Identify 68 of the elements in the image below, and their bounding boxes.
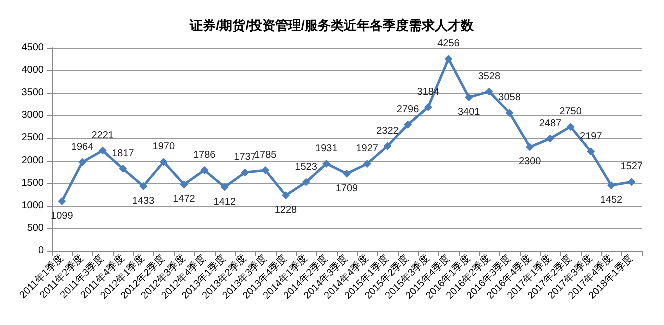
data-label: 3058 <box>498 92 522 104</box>
data-label: 1452 <box>600 195 624 206</box>
data-label: 2197 <box>580 131 603 142</box>
y-tick-label: 1000 <box>22 200 44 212</box>
point <box>78 158 87 166</box>
data-label: 1786 <box>193 150 216 161</box>
data-label: 2300 <box>518 156 542 168</box>
point <box>343 170 351 178</box>
data-label: 1433 <box>132 196 156 207</box>
y-tick-label: 1500 <box>22 178 44 189</box>
point <box>200 166 209 174</box>
data-label: 1523 <box>295 162 318 173</box>
point <box>444 55 453 64</box>
data-label: 1737 <box>234 152 257 164</box>
point <box>526 143 534 152</box>
data-label: 2487 <box>539 118 562 130</box>
data-label: 1970 <box>152 142 176 153</box>
point <box>180 180 188 189</box>
data-label: 1817 <box>112 148 135 160</box>
point <box>506 109 514 118</box>
data-label: 1099 <box>51 210 74 222</box>
y-tick-label: 0 <box>38 246 44 256</box>
y-tick-label: 2500 <box>22 132 44 144</box>
point <box>384 142 392 150</box>
point <box>628 178 636 186</box>
data-label: 1527 <box>620 162 644 173</box>
data-label: 1964 <box>71 142 94 153</box>
data-label: 3528 <box>478 71 501 82</box>
point <box>282 192 290 200</box>
data-label: 1931 <box>316 143 338 154</box>
point <box>566 122 575 131</box>
point <box>322 160 331 168</box>
y-tick-label: 3000 <box>22 110 44 122</box>
point <box>241 168 250 177</box>
y-tick-label: 4500 <box>22 42 44 54</box>
point <box>302 178 310 186</box>
y-tick-label: 4000 <box>22 65 44 76</box>
data-label: 2796 <box>396 104 420 116</box>
data-label: 3401 <box>458 107 481 118</box>
point <box>485 88 494 96</box>
point <box>262 166 270 174</box>
point <box>546 134 554 143</box>
data-label: 2322 <box>376 126 400 137</box>
point <box>587 148 596 156</box>
data-label: 2221 <box>92 130 114 142</box>
data-label: 1228 <box>274 205 298 216</box>
data-label: 1927 <box>356 144 379 155</box>
data-label: 1785 <box>254 150 278 161</box>
point <box>424 103 432 112</box>
point <box>160 158 168 166</box>
point <box>140 182 148 190</box>
point <box>119 165 128 174</box>
point <box>465 94 474 102</box>
point <box>363 160 372 168</box>
y-tick-label: 2000 <box>22 155 44 166</box>
data-label: 1472 <box>173 194 196 206</box>
point <box>98 146 107 155</box>
point <box>220 183 229 192</box>
data-label: 4256 <box>438 38 460 50</box>
data-label: 1412 <box>214 196 236 208</box>
point <box>607 182 616 190</box>
point <box>58 197 66 206</box>
chart-title: 证券/期货/投资管理/服务类近年各季度需求人才数 <box>189 18 475 33</box>
y-tick-label: 3500 <box>22 88 44 99</box>
y-tick-label: 500 <box>27 222 44 234</box>
point <box>404 120 412 129</box>
data-label: 2750 <box>560 106 582 118</box>
data-label: 1709 <box>336 183 359 194</box>
